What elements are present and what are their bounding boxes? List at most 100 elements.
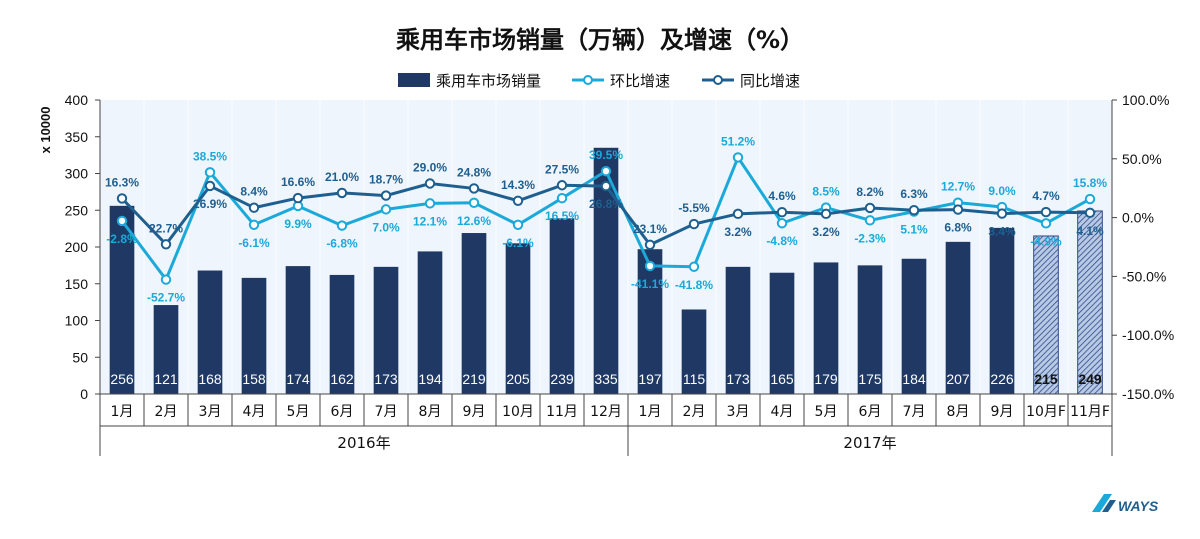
sales-bar-label: 239 [550, 371, 574, 387]
sales-bar-label: 174 [286, 371, 310, 387]
yoy-point [600, 180, 612, 192]
bars [109, 147, 1103, 395]
yoy-point [204, 180, 216, 192]
sales-bar [373, 266, 399, 394]
sales-bar-label: 194 [418, 371, 442, 387]
yoy-point [732, 208, 744, 220]
sales-bar-label: 173 [726, 371, 750, 387]
yoy-point-label: 14.3% [501, 178, 535, 192]
mom-point-label: 15.8% [1073, 176, 1107, 190]
yoy-point-label: 24.8% [457, 165, 491, 179]
yoy-point-label: 26.8% [589, 197, 623, 211]
mom-point [1040, 218, 1052, 229]
mom-point-label: 7.0% [372, 220, 400, 234]
yoy-point [996, 208, 1008, 219]
yoy-point-label: 16.3% [105, 175, 139, 189]
mom-point [116, 215, 128, 227]
ways-logo-swoosh-icon [1092, 494, 1112, 512]
yoy-point [424, 178, 436, 189]
mom-point-label: 12.6% [457, 214, 491, 228]
sales-bar [813, 262, 839, 394]
y-right-tick-label: 50.0% [1122, 151, 1162, 167]
x-month-label: 11月F [1070, 404, 1110, 420]
sales-bar [989, 227, 1015, 394]
legend-bar-swatch [398, 73, 430, 87]
sales-bar-label: 197 [638, 371, 662, 387]
x-month-label: 4月 [243, 404, 266, 420]
x-month-label: 7月 [375, 404, 398, 420]
sales-bar [945, 241, 971, 394]
yoy-point-label: 22.7% [149, 221, 183, 235]
mom-point-label: -6.8% [326, 237, 358, 251]
mom-point-label: -4.8% [766, 234, 798, 248]
yoy-point [116, 193, 128, 204]
ways-logo: WAYS [1092, 494, 1159, 514]
y-left-ticks: 0 50 100 150 200 250 300 350 400 [65, 92, 100, 402]
yoy-point [820, 208, 832, 220]
mom-point-label: -2.8% [106, 232, 138, 246]
mom-point-label: 5.1% [900, 223, 928, 237]
sales-bar-label: 256 [110, 371, 134, 387]
x-month-label: 1月 [639, 404, 662, 420]
x-month-label: 6月 [331, 404, 354, 420]
yoy-point-label: 4.1% [1076, 224, 1104, 238]
yoy-point [908, 204, 920, 216]
x-month-label: 6月 [859, 404, 882, 420]
yoy-point-label: 4.7% [1032, 189, 1060, 203]
sales-bar [681, 309, 707, 394]
y-right-tick-label: 0.0% [1122, 210, 1154, 226]
y-left-axis-label: x 10000 [38, 107, 53, 154]
yoy-point [556, 180, 568, 191]
mom-point [336, 220, 348, 231]
y-left-tick-label: 350 [65, 129, 89, 145]
sales-bar-label: 158 [242, 371, 266, 387]
y-left-tick-label: 250 [65, 202, 89, 218]
sales-bar [417, 251, 443, 394]
mom-point [1084, 193, 1096, 205]
yoy-point-label: 8.2% [856, 185, 884, 199]
sales-bar-label: 165 [770, 371, 794, 387]
yoy-point [952, 204, 964, 215]
sales-bar [1077, 210, 1103, 395]
x-month-label: 3月 [727, 404, 750, 420]
sales-bar-label: 162 [330, 371, 354, 387]
yoy-point [292, 192, 304, 204]
yoy-point [160, 239, 172, 250]
yoy-point [1040, 206, 1052, 218]
yoy-point-label: 3.2% [812, 225, 840, 239]
yoy-point-label: 27.5% [545, 162, 579, 176]
year-label: 2016年 [337, 434, 390, 452]
x-month-label: 8月 [419, 404, 442, 420]
x-month-label: 4月 [771, 404, 794, 420]
yoy-point-label: 21.0% [325, 170, 359, 184]
mom-point-label: -2.3% [854, 231, 886, 245]
mom-point-label: 16.5% [545, 209, 579, 223]
x-month-label: 9月 [463, 404, 486, 420]
mom-point [776, 218, 788, 229]
legend-mom-marker [583, 75, 593, 85]
sales-bar [285, 266, 311, 394]
mom-point [160, 274, 172, 285]
sales-bar-label: 249 [1078, 371, 1102, 387]
sales-bar-label: 207 [946, 371, 970, 387]
mom-point [864, 215, 876, 226]
yoy-point-label: 29.0% [413, 160, 447, 174]
x-month-label: 10月F [1026, 404, 1066, 420]
mom-point [732, 152, 744, 163]
sales-bar-label: 115 [683, 371, 706, 387]
yoy-point-label: 23.1% [633, 222, 667, 236]
mom-point-label: 51.2% [721, 134, 755, 148]
legend-yoy-label: 同比增速 [740, 72, 800, 90]
mom-point [556, 192, 568, 204]
yoy-point-label: 16.6% [281, 175, 315, 189]
yoy-point-label: 3.2% [724, 225, 752, 239]
year-label: 2017年 [843, 434, 896, 452]
mom-point [644, 260, 656, 272]
x-month-label: 8月 [947, 404, 970, 420]
legend-mom-label: 环比增速 [610, 72, 670, 90]
yoy-point-label: -5.5% [678, 201, 710, 215]
y-right-tick-label: 100.0% [1122, 92, 1169, 108]
sales-bar-label: 121 [154, 371, 178, 387]
yoy-point-label: 6.8% [944, 221, 972, 235]
